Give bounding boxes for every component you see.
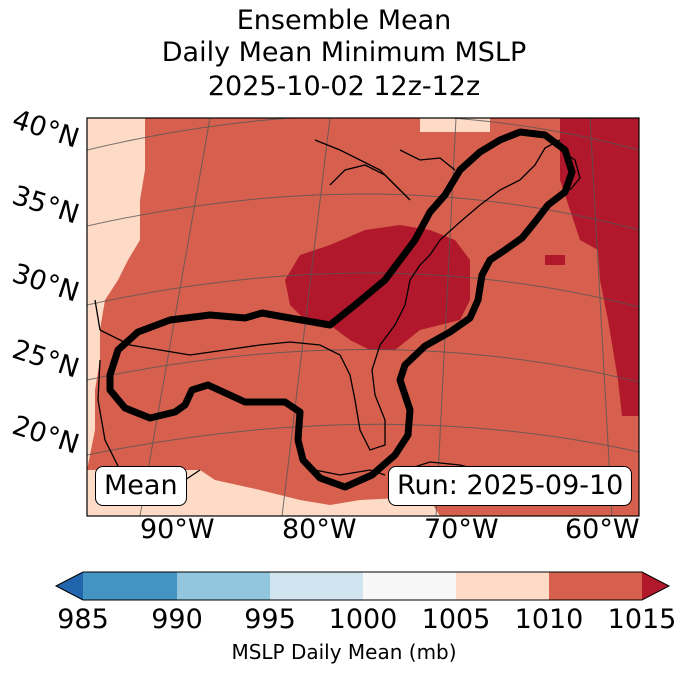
colorbar — [54, 571, 671, 601]
title-line-2: Daily Mean Minimum MSLP — [161, 37, 527, 68]
lon-label-60w: 60°W — [565, 514, 640, 545]
lon-label-80w: 80°W — [282, 514, 357, 545]
mslp-contour — [106, 128, 576, 491]
field-light-west — [87, 118, 145, 470]
colorbar-bin-995 — [270, 572, 363, 600]
mean-label-box: Mean — [95, 466, 187, 506]
colorbar-tick-990: 990 — [151, 604, 203, 635]
colorbar-tick-1015: 1015 — [607, 604, 677, 635]
run-date-box: Run: 2025-09-10 — [388, 466, 633, 506]
field-dark-patch — [545, 255, 565, 265]
colorbar-tick-995: 995 — [244, 604, 296, 635]
colorbar-bin-1005 — [456, 572, 549, 600]
colorbar-label: MSLP Daily Mean (mb) — [231, 640, 457, 664]
colorbar-bin-1010 — [549, 572, 642, 600]
colorbar-bin-1000 — [363, 572, 456, 600]
colorbar-extend-high — [642, 572, 669, 600]
colorbar-tick-1005: 1005 — [421, 604, 491, 635]
lon-label-90w: 90°W — [140, 514, 215, 545]
colorbar-bin-990 — [177, 572, 270, 600]
title-line-3: 2025-10-02 12z-12z — [207, 71, 481, 102]
field-light-ne — [420, 118, 490, 132]
lon-label-70w: 70°W — [424, 514, 499, 545]
colorbar-tick-1010: 1010 — [514, 604, 584, 635]
colorbar-tick-1000: 1000 — [328, 604, 398, 635]
field-dark-east — [560, 118, 639, 416]
colorbar-tick-985: 985 — [57, 604, 109, 635]
colorbar-bin-985 — [83, 572, 177, 600]
title-line-1: Ensemble Mean — [236, 5, 452, 36]
colorbar-extend-low — [56, 572, 83, 600]
map-frame — [86, 117, 640, 517]
colorbar-outline — [54, 571, 671, 601]
